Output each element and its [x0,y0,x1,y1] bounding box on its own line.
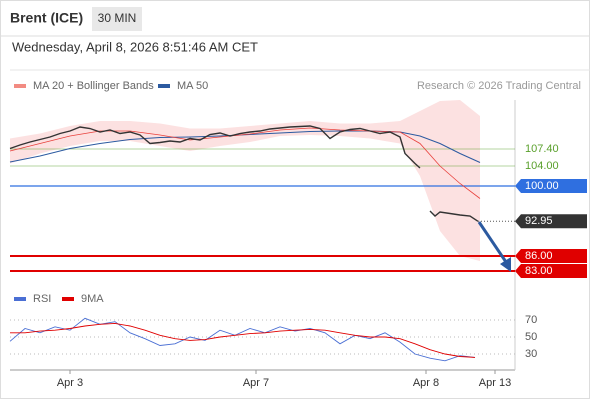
subtitle: Wednesday, April 8, 2026 8:51:46 AM CET [12,39,258,54]
legend-swatch [158,84,170,88]
level-label: 86.00 [525,250,553,262]
legend-swatch [14,297,26,301]
level-label: 92.95 [525,215,553,227]
title: Brent (ICE) [10,10,83,26]
level-box [515,214,587,229]
timeframe-button[interactable] [92,7,142,31]
rsi-tick-label: 70 [525,314,537,326]
x-tick-label: Apr 7 [243,377,269,389]
level-box [515,179,587,193]
legend-label: MA 20 + Bollinger Bands [33,80,154,92]
x-tick-label: Apr 3 [57,377,83,389]
credit: Research © 2026 Trading Central [417,80,581,92]
level-label: 100.00 [525,180,559,192]
legend-label: RSI [33,293,51,305]
legend-swatch [62,297,74,301]
x-tick-label: Apr 13 [479,377,511,389]
forecast-arrow [477,221,511,272]
rsi-line [9,317,476,362]
ma50-line [9,130,481,163]
level-box [515,264,587,278]
level-label: 104.00 [525,160,559,172]
level-label: 83.00 [525,265,553,277]
legend-swatch [14,84,26,88]
rsi-tick-label: 50 [525,331,537,343]
level-label: 107.40 [525,143,559,155]
bollinger-band [10,100,480,261]
rsi-line [10,322,476,358]
price-line [9,125,479,222]
level-box [515,249,587,263]
legend-label: 9MA [81,293,104,305]
x-tick-label: Apr 8 [413,377,439,389]
ma20-line [9,127,481,199]
rsi-tick-label: 30 [525,348,537,360]
legend-label: MA 50 [177,80,208,92]
timeframe-label[interactable]: 30 MIN [98,11,137,25]
